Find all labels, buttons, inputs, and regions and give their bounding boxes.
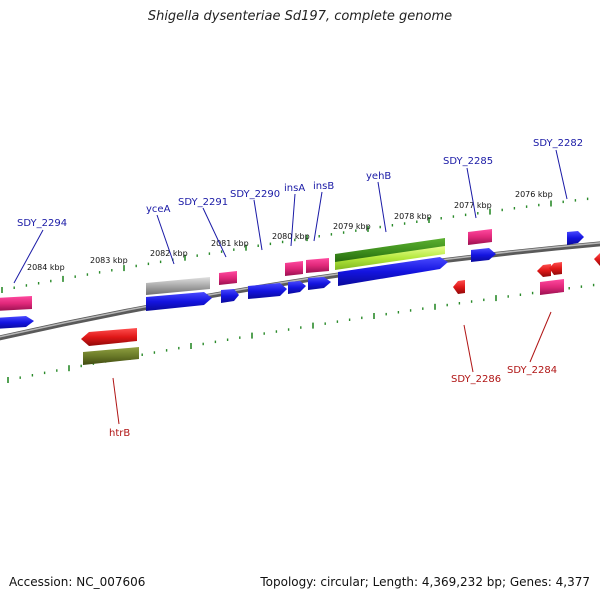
gene-sdy2284-red-a[interactable] (537, 264, 551, 277)
gene-sdy2294-arrow[interactable] (0, 296, 32, 311)
gene-label-sdy2291[interactable]: SDY_2291 (178, 197, 228, 208)
gene-sdy2282-cds[interactable] (567, 231, 584, 245)
leader-sdy2282 (555, 149, 568, 200)
gene-ycea-cds[interactable] (146, 292, 212, 311)
leader-sdy2285 (466, 167, 477, 219)
leader-yehb (377, 181, 387, 233)
kbp-label: 2081 kbp (211, 239, 249, 248)
gene-sdy2291-arrow[interactable] (219, 271, 237, 285)
leader-sdy2294 (13, 229, 44, 284)
leader-sdy2290 (253, 199, 263, 251)
gene-htrb-olive[interactable] (83, 347, 139, 365)
kbp-label: 2082 kbp (150, 249, 188, 258)
forward-features (0, 229, 584, 329)
gene-label-ycea[interactable]: yceA (146, 204, 171, 215)
leader-sdy2286 (463, 324, 474, 373)
kbp-label: 2080 kbp (272, 232, 310, 241)
forward-gene-labels: SDY_2294 yceA SDY_2291 SDY_2290 insA ins… (17, 138, 583, 229)
kbp-label: 2079 kbp (333, 222, 371, 231)
kbp-label: 2076 kbp (515, 190, 553, 199)
gene-sdy2291-cds[interactable] (221, 289, 239, 303)
gene-ycea-arrow[interactable] (146, 277, 210, 295)
gene-label-sdy2285[interactable]: SDY_2285 (443, 156, 493, 167)
leader-insb (313, 191, 323, 242)
gene-insa-cds[interactable] (288, 281, 306, 294)
leader-sdy2291 (202, 207, 227, 258)
gene-sdy2286-arrow[interactable] (453, 280, 465, 294)
gene-sdy2294-cds[interactable] (0, 316, 34, 329)
leader-sdy2284 (529, 311, 552, 363)
gene-label-htrb[interactable]: htrB (109, 428, 130, 439)
reverse-gene-labels: htrB SDY_2286 SDY_2284 (109, 365, 557, 439)
genome-backbone (0, 241, 600, 341)
reverse-features (81, 253, 600, 365)
reverse-leaders (112, 311, 552, 425)
gene-sdy2284-pink[interactable] (540, 279, 564, 295)
gene-edge-red[interactable] (594, 253, 600, 266)
topology-text: Topology: circular; Length: 4,369,232 bp… (260, 575, 590, 589)
gene-insa-arrow[interactable] (285, 261, 303, 276)
leader-insa (290, 193, 296, 247)
kbp-label: 2083 kbp (90, 256, 128, 265)
leader-ycea (156, 214, 175, 265)
gene-label-sdy2286[interactable]: SDY_2286 (451, 374, 501, 385)
gene-htrb-arrow[interactable] (81, 328, 137, 346)
gene-yehb-cds[interactable] (338, 257, 448, 286)
genome-backbone-highlight (0, 242, 600, 338)
kbp-label: 2077 kbp (454, 201, 492, 210)
outer-tick-ruler (1, 197, 589, 293)
gene-label-sdy2294[interactable]: SDY_2294 (17, 218, 67, 229)
gene-sdy2290-cds[interactable] (248, 283, 287, 299)
gene-insb-cds[interactable] (308, 277, 331, 290)
gene-label-sdy2284[interactable]: SDY_2284 (507, 365, 557, 376)
kbp-label: 2084 kbp (27, 263, 65, 272)
gene-label-yehb[interactable]: yehB (366, 171, 391, 182)
gene-label-insa[interactable]: insA (284, 183, 305, 194)
gene-label-insb[interactable]: insB (313, 181, 334, 192)
accession-text: Accession: NC_007606 (9, 575, 146, 589)
gene-label-sdy2290[interactable]: SDY_2290 (230, 189, 280, 200)
gene-yehb-arrow-light[interactable] (335, 246, 445, 270)
kbp-label: 2078 kbp (394, 212, 432, 221)
gene-label-sdy2282[interactable]: SDY_2282 (533, 138, 583, 149)
leader-htrb (112, 377, 120, 425)
gene-sdy2285-cds[interactable] (471, 248, 496, 262)
forward-leaders (13, 149, 568, 284)
gene-sdy2284-red-b[interactable] (549, 262, 562, 275)
gene-insb-arrow[interactable] (306, 258, 329, 273)
kbp-scale-labels: 2084 kbp 2083 kbp 2082 kbp 2081 kbp 2080… (27, 190, 553, 272)
gene-sdy2285-arrow[interactable] (468, 229, 492, 245)
map-title: Shigella dysenteriae Sd197, complete gen… (147, 9, 453, 24)
